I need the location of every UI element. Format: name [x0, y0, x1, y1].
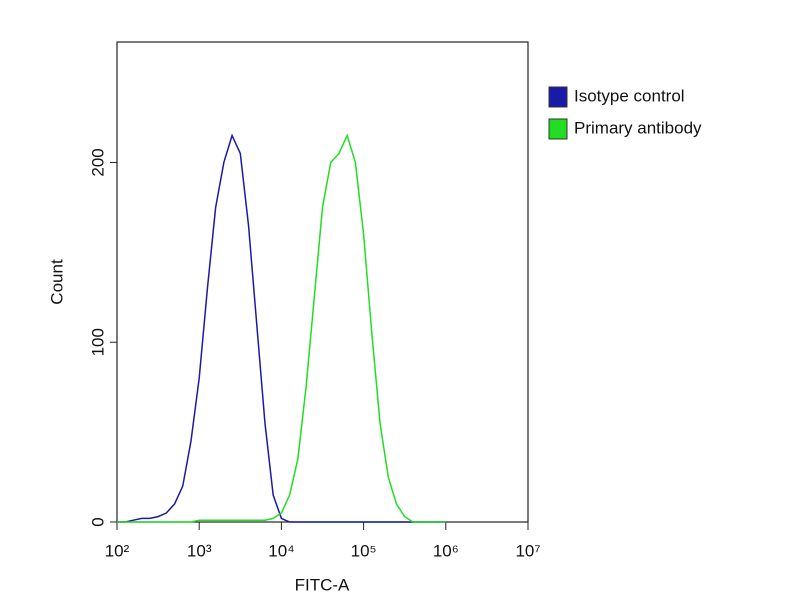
y-tick-label: 200 — [88, 148, 107, 176]
y-tick-label: 100 — [88, 328, 107, 356]
x-axis-label: FITC-A — [295, 575, 350, 594]
plot-frame — [116, 41, 529, 523]
legend-swatch — [548, 118, 568, 140]
y-axis-label: Count — [47, 259, 66, 305]
legend-swatch — [548, 86, 568, 108]
series-line — [117, 133, 446, 523]
x-tick-label: 10² — [105, 541, 130, 560]
x-tick-label: 10⁷ — [515, 541, 540, 560]
series-line — [117, 133, 446, 523]
x-tick-label: 10³ — [187, 541, 212, 560]
x-tick-label: 10⁶ — [433, 541, 459, 560]
legend-label: Isotype control — [574, 86, 685, 105]
x-tick-label: 10⁴ — [268, 541, 294, 560]
x-tick-label: 10⁵ — [351, 541, 377, 560]
legend-label: Primary antibody — [574, 118, 702, 137]
y-tick-label: 0 — [88, 517, 107, 526]
